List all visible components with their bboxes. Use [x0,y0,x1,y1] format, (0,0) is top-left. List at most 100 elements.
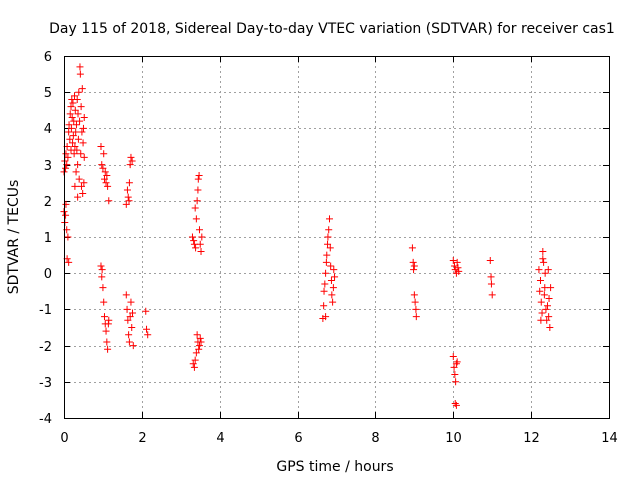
data-point [67,124,75,132]
data-point [128,157,136,165]
data-point [452,360,460,368]
data-point [66,135,74,143]
data-point [536,287,544,295]
data-point [193,197,201,205]
x-tick-label: 14 [601,431,618,446]
data-point [74,135,82,143]
data-point [127,153,135,161]
data-point [326,244,334,252]
data-point [488,291,496,299]
data-point [80,179,88,187]
data-point [322,313,330,321]
data-point [541,269,549,277]
data-point [540,291,548,299]
data-point [104,345,112,353]
data-point [450,262,458,270]
data-point [454,264,462,272]
data-point [100,298,108,306]
data-point [122,291,130,299]
data-point [124,193,132,201]
data-point [455,267,463,275]
data-point [537,316,545,324]
data-point [144,331,152,339]
data-point [321,280,329,288]
y-tick-label: -4 [39,412,52,427]
data-point [486,257,494,265]
data-point [324,233,332,241]
data-point [191,204,199,212]
data-point [97,262,105,270]
data-point [196,240,204,248]
data-point [125,338,133,346]
data-points [60,63,555,409]
data-point [195,342,203,350]
data-point [190,240,198,248]
data-point [102,179,110,187]
data-point [190,363,198,371]
grid [64,56,609,418]
data-point [545,313,553,321]
x-tick-label: 8 [371,431,379,446]
data-point [330,266,338,274]
data-point [102,327,110,335]
x-tick-label: 10 [445,431,462,446]
data-point [62,200,70,208]
data-point [73,146,81,154]
data-point [327,262,335,270]
data-point [67,103,75,111]
data-point [77,103,85,111]
data-point [78,182,86,190]
data-point [410,262,418,270]
data-point [412,305,420,313]
data-point [450,363,458,371]
data-point [64,153,72,161]
data-point [452,378,460,386]
data-point [331,273,339,281]
data-point [65,121,73,129]
data-point [72,128,80,136]
data-point [75,175,83,183]
data-point [76,117,84,125]
data-point [101,168,109,176]
data-point [322,258,330,266]
data-point [547,284,555,292]
data-point [188,233,196,241]
data-point [103,338,111,346]
x-axis-label: GPS time / hours [276,459,393,475]
data-point [539,255,547,263]
y-tick-label: 5 [44,86,52,101]
data-point [123,186,131,194]
data-point [74,110,82,118]
data-point [195,345,203,353]
data-point [98,161,106,169]
y-axis-label: SDTVAR / TECUs [6,180,22,295]
data-point [103,171,111,179]
data-point [408,244,416,252]
data-point [451,400,459,408]
data-point [62,164,70,172]
data-point [71,92,79,100]
y-tick-label: 6 [44,50,52,65]
data-point [71,143,79,150]
data-point [105,197,113,205]
data-point [194,186,202,194]
data-point [73,95,81,103]
data-point [536,276,544,284]
data-point [100,175,108,183]
y-tick-label: 0 [44,267,52,282]
data-point [320,287,328,295]
y-tick-label: 2 [44,195,52,210]
data-point [198,233,206,241]
data-point [325,215,333,223]
y-tick-label: -3 [39,376,52,391]
data-point [320,302,328,310]
data-point [192,244,200,252]
data-point [72,121,80,129]
data-point [76,63,84,71]
data-point [105,316,113,324]
data-point [197,247,205,255]
data-point [451,371,459,379]
data-point [67,146,75,154]
